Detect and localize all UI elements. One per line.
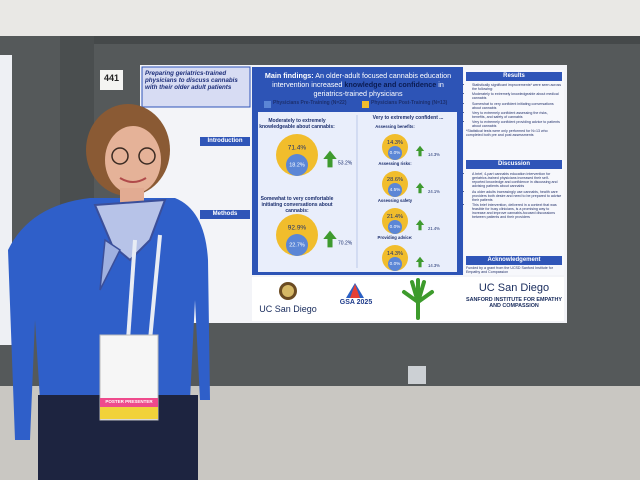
results-note: *Statistical tests were only performed f… xyxy=(466,129,548,138)
ucsd-seal-inner xyxy=(282,285,294,297)
confidence-heading: Very to extremely confident ... xyxy=(372,115,444,121)
face xyxy=(105,126,161,194)
pre-value: 18.2% xyxy=(289,162,305,168)
section-header: Introduction xyxy=(200,137,250,146)
legend-pre: Physicians Pre-Training (N=22) xyxy=(273,100,347,106)
discussion-list: A brief, 4-part cannabis education inter… xyxy=(466,172,562,219)
results-bullet: Very to extremely confident assessing th… xyxy=(472,111,562,119)
logo-sanford-sub: SANFORD INSTITUTE FOR EMPATHY AND COMPAS… xyxy=(466,297,562,310)
change-value: 70.2% xyxy=(338,240,353,246)
measure-label: Moderately to extremely knowledgeable ab… xyxy=(259,118,335,130)
post-value: 28.6% xyxy=(387,177,403,183)
up-arrow xyxy=(323,150,337,168)
section-header: Methods xyxy=(200,210,250,219)
wall xyxy=(0,0,640,40)
charts: 71.4% 18.2% 53.2% 92.9% 22.7% 70.2% 14.3% 0.0% 1… xyxy=(276,134,440,271)
measure-label: Assessing risks: xyxy=(378,161,412,166)
up-arrow xyxy=(415,145,425,157)
change-value: 14.3% xyxy=(428,152,440,157)
main-findings-emphasis: knowledge and confidence xyxy=(344,80,437,89)
glasses-left xyxy=(111,147,129,165)
logo-sanford-name: UC San Diego xyxy=(478,282,550,294)
discussion-bullet: A brief, 4-part cannabis education inter… xyxy=(472,172,562,189)
booth-number: 441 xyxy=(103,73,120,83)
scarf-end xyxy=(99,238,121,291)
discussion-bullet: This brief intervention, delivered in a … xyxy=(472,203,562,220)
change-value: 24.1% xyxy=(428,189,440,194)
post-value: 71.4% xyxy=(288,144,307,151)
cup xyxy=(408,366,426,384)
logo-gsa: GSA 2025 xyxy=(339,299,373,306)
measure-label: Somewhat to very comfortable initiating … xyxy=(260,196,334,214)
results-list: Statistically significant improvements* … xyxy=(466,83,562,128)
logo-ucsd: UC San Diego xyxy=(259,304,317,314)
pre-circle xyxy=(388,183,402,197)
badge-strip xyxy=(100,398,158,407)
up-arrow xyxy=(323,230,337,248)
booth-sign xyxy=(100,70,123,90)
main-findings: Main findings: An older-adult focused ca… xyxy=(258,71,458,98)
smile xyxy=(119,177,147,183)
post-value: 14.3% xyxy=(387,140,403,146)
post-value: 21.4% xyxy=(387,214,403,220)
legend-swatch-pre xyxy=(264,101,271,108)
discussion-bullet: As older adults increasingly use cannabi… xyxy=(472,190,562,202)
results-text: Statistically significant improvements* … xyxy=(466,83,562,138)
change-value: 53.2% xyxy=(338,160,353,166)
section-header: Discussion xyxy=(466,160,562,169)
pre-circle xyxy=(388,146,402,160)
lanyard xyxy=(148,234,162,341)
pre-circle xyxy=(388,257,402,271)
discussion-text: A brief, 4-part cannabis education inter… xyxy=(466,172,562,220)
results-bullet: Statistically significant improvements* … xyxy=(472,83,562,91)
pre-value: 0.0% xyxy=(390,224,401,229)
leaf-logo xyxy=(402,278,434,320)
results-bullet: Somewhat to very confident initiating co… xyxy=(472,102,562,110)
pre-circle xyxy=(388,220,402,234)
right-column xyxy=(464,70,564,275)
pre-value: 0.0% xyxy=(390,261,401,266)
up-arrow xyxy=(415,219,425,231)
logo-strip xyxy=(252,277,564,321)
gsa-logo-accent xyxy=(350,284,360,298)
title-box xyxy=(141,66,251,108)
change-value: 14.3% xyxy=(428,263,440,268)
post-value: 92.9% xyxy=(288,224,307,231)
lanyard xyxy=(126,239,137,341)
up-arrow xyxy=(415,182,425,194)
main-findings-text: in geriatrics-trained physicians xyxy=(313,80,444,98)
section-header: Results xyxy=(466,72,562,81)
pre-circle xyxy=(286,234,308,256)
post-value: 14.3% xyxy=(387,251,403,257)
measure-label: Assessing safety xyxy=(377,198,413,203)
legend-post: Physicians Post-Training (N=13) xyxy=(371,100,448,106)
pre-value: 4.5% xyxy=(390,187,401,192)
poster-title: Preparing geriatrics-trained physicians … xyxy=(145,70,238,92)
pre-circle xyxy=(286,154,308,176)
results-bullet: Very to extremely confident providing ad… xyxy=(472,120,562,128)
measure-label: Assessing benefits: xyxy=(375,124,415,129)
pre-value: 22.7% xyxy=(289,242,305,248)
legend-swatch-post xyxy=(362,101,369,108)
badge-role: POSTER PRESENTER xyxy=(105,399,153,404)
glasses-right xyxy=(138,147,156,165)
main-findings-label: Main findings: xyxy=(264,71,314,80)
change-value: 21.4% xyxy=(428,226,440,231)
board-frame xyxy=(92,36,640,44)
section-header: Acknowledgement xyxy=(466,256,562,265)
neck xyxy=(120,188,144,204)
pre-value: 0.0% xyxy=(390,150,401,155)
badge-ribbon xyxy=(100,407,158,419)
results-bullet: Moderately to extremely knowledgeable ab… xyxy=(472,92,562,100)
acknowledgement-text: Funded by a grant from the UCSD Sanford … xyxy=(466,266,553,275)
up-arrow xyxy=(415,256,425,268)
measure-label: Providing advice: xyxy=(377,235,413,240)
main-findings-text: An older-adult focused cannabis educatio… xyxy=(272,71,452,89)
